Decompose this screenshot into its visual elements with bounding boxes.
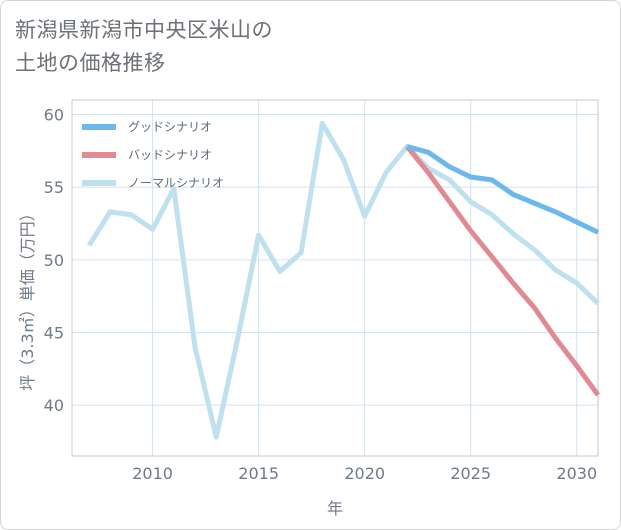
x-axis-ticks: 2010 2015 2020 2025 2030 [132, 464, 597, 483]
x-axis-label: 年 [327, 499, 343, 518]
chart-title-line-1: 新潟県新潟市中央区米山の [15, 18, 273, 42]
grid-lines [72, 100, 598, 456]
series-line-0 [406, 144, 600, 235]
series-line-2 [86, 120, 600, 440]
series-lines [86, 120, 601, 440]
chart-title: 新潟県新潟市中央区米山の 土地の価格推移 [15, 14, 605, 80]
y-axis-label: 坪（3.3㎡）単価（万円） [18, 205, 37, 390]
x-tick-label-2030: 2030 [556, 464, 597, 483]
x-tick-label-2010: 2010 [132, 464, 173, 483]
series-line-1 [405, 144, 601, 397]
y-tick-label-60: 60 [44, 106, 64, 125]
y-tick-label-55: 55 [44, 178, 64, 197]
y-tick-label-50: 50 [44, 251, 64, 270]
y-tick-label-40: 40 [44, 396, 64, 415]
x-tick-label-2015: 2015 [238, 464, 279, 483]
y-axis-ticks: 40 45 50 55 60 [44, 106, 64, 416]
legend-label-0: グッドシナリオ [128, 120, 212, 134]
legend-label-1: バッドシナリオ [128, 148, 212, 162]
x-tick-label-2025: 2025 [450, 464, 491, 483]
y-tick-label-45: 45 [44, 323, 64, 342]
chart-title-line-2: 土地の価格推移 [15, 51, 166, 75]
x-tick-label-2020: 2020 [344, 464, 385, 483]
plot-area-frame [71, 99, 599, 457]
legend-label-2: ノーマルシナリオ [128, 176, 224, 190]
